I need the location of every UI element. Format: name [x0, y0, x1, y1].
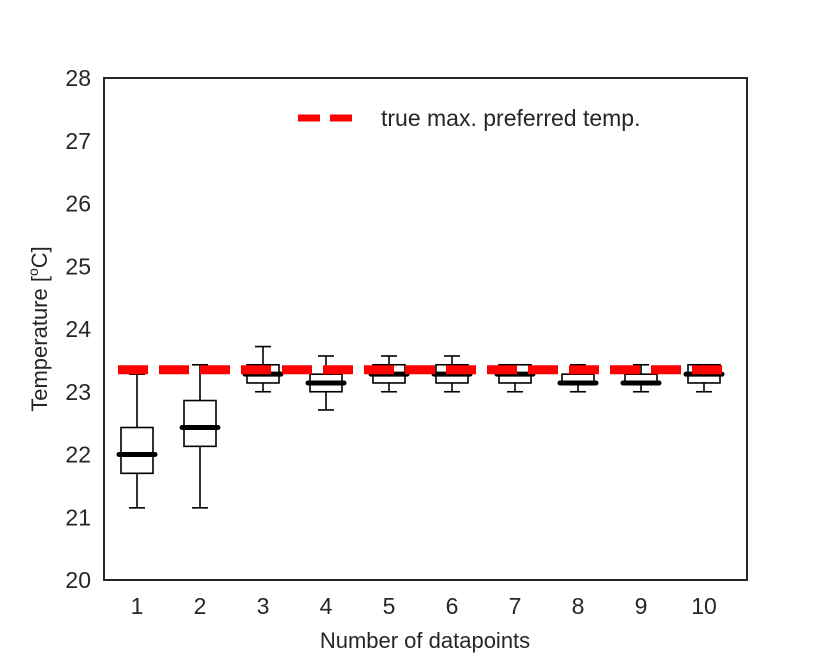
y-axis-label-superscript: o — [25, 268, 41, 276]
x-ticks: 1 2 3 4 5 6 7 8 9 10 — [131, 593, 717, 619]
y-axis-label: Temperature [oC] — [25, 246, 52, 412]
y-axis-label-main: Temperature [ — [27, 276, 52, 412]
y-tick-label: 27 — [65, 128, 91, 154]
x-tick-label: 2 — [194, 593, 207, 619]
y-axis-label-tail: C] — [27, 246, 52, 268]
legend-label: true max. preferred temp. — [381, 105, 641, 131]
x-tick-label: 8 — [572, 593, 585, 619]
box-9 — [620, 363, 662, 393]
y-tick-label: 25 — [65, 253, 91, 279]
y-tick-label: 20 — [65, 567, 91, 593]
x-tick-label: 5 — [383, 593, 396, 619]
box-1 — [116, 373, 158, 509]
y-tick-label: 28 — [65, 65, 91, 91]
box-2 — [179, 363, 221, 509]
x-tick-label: 3 — [257, 593, 270, 619]
y-tick-label: 23 — [65, 379, 91, 405]
box-body — [183, 399, 217, 448]
y-ticks: 20 21 22 23 24 25 26 27 28 — [65, 65, 91, 593]
box-4 — [305, 355, 347, 411]
x-tick-label: 6 — [446, 593, 459, 619]
y-tick-label: 26 — [65, 191, 91, 217]
plot-frame — [103, 77, 748, 581]
legend: true max. preferred temp. — [298, 105, 641, 131]
y-tick-label: 22 — [65, 442, 91, 468]
box-body — [120, 426, 154, 475]
x-tick-label: 7 — [509, 593, 522, 619]
x-axis-label: Number of datapoints — [320, 628, 530, 653]
y-tick-label: 21 — [65, 504, 91, 530]
x-tick-label: 4 — [320, 593, 333, 619]
y-tick-label: 24 — [65, 316, 91, 342]
x-tick-label: 9 — [635, 593, 648, 619]
x-tick-label: 1 — [131, 593, 144, 619]
x-tick-label: 10 — [691, 593, 717, 619]
box-8 — [557, 363, 599, 393]
